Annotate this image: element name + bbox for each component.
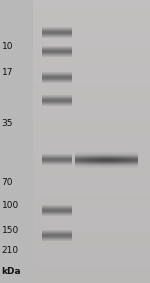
Text: kDa: kDa — [2, 267, 21, 276]
Text: 17: 17 — [2, 68, 13, 77]
Text: 70: 70 — [2, 178, 13, 187]
FancyBboxPatch shape — [33, 0, 150, 283]
Text: 35: 35 — [2, 119, 13, 128]
Text: 10: 10 — [2, 42, 13, 51]
Text: 150: 150 — [2, 226, 19, 235]
Text: 210: 210 — [2, 246, 19, 255]
Text: 100: 100 — [2, 201, 19, 210]
